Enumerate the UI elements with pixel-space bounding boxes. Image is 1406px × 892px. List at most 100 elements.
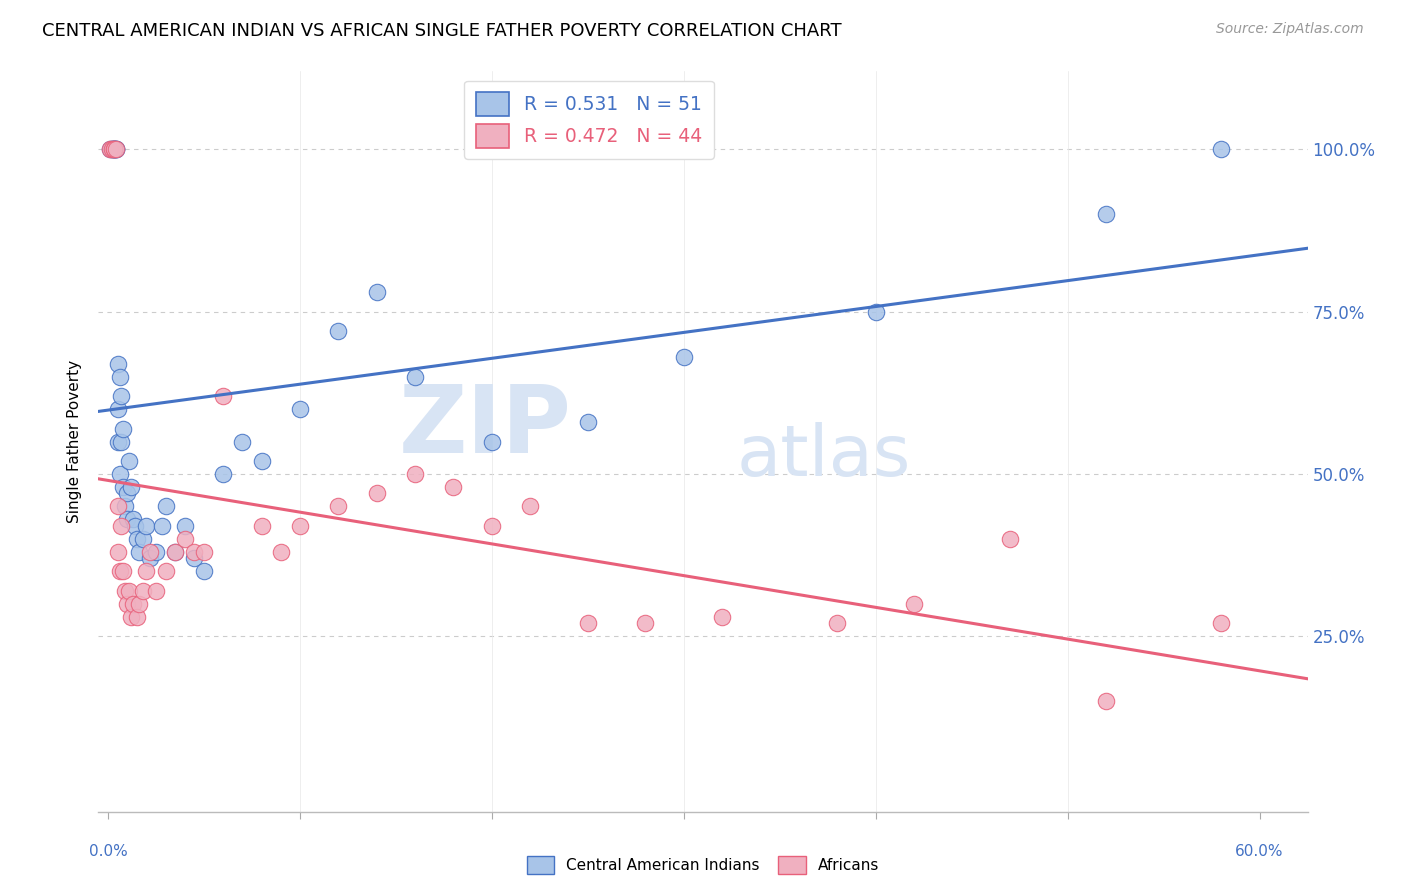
Point xyxy=(711,610,734,624)
Point xyxy=(576,415,599,429)
Point xyxy=(110,389,132,403)
Text: 60.0%: 60.0% xyxy=(1236,844,1284,859)
Text: CENTRAL AMERICAN INDIAN VS AFRICAN SINGLE FATHER POVERTY CORRELATION CHART: CENTRAL AMERICAN INDIAN VS AFRICAN SINGL… xyxy=(42,22,842,40)
Point xyxy=(404,467,426,481)
Point xyxy=(135,519,157,533)
Point xyxy=(131,583,153,598)
Point xyxy=(183,551,205,566)
Point xyxy=(193,545,215,559)
Point xyxy=(903,597,925,611)
Text: ZIP: ZIP xyxy=(399,381,572,473)
Point xyxy=(120,610,142,624)
Point xyxy=(231,434,253,449)
Text: 0.0%: 0.0% xyxy=(89,844,128,859)
Point xyxy=(827,616,849,631)
Point xyxy=(101,142,124,156)
Point xyxy=(122,512,145,526)
Point xyxy=(481,434,503,449)
Point xyxy=(125,532,148,546)
Point xyxy=(103,142,125,156)
Point xyxy=(145,583,167,598)
Point xyxy=(103,142,125,156)
Point xyxy=(128,597,150,611)
Point xyxy=(998,532,1021,546)
Point xyxy=(865,304,887,318)
Point xyxy=(110,519,132,533)
Point xyxy=(576,616,599,631)
Point xyxy=(112,421,135,435)
Point xyxy=(173,532,195,546)
Text: atlas: atlas xyxy=(737,422,911,491)
Point xyxy=(125,610,148,624)
Point xyxy=(112,565,135,579)
Point xyxy=(193,565,215,579)
Point xyxy=(128,545,150,559)
Legend: Central American Indians, Africans: Central American Indians, Africans xyxy=(520,850,886,880)
Point xyxy=(328,324,350,338)
Point xyxy=(124,519,146,533)
Point xyxy=(328,500,350,514)
Point xyxy=(101,142,124,156)
Point xyxy=(519,500,541,514)
Point xyxy=(131,532,153,546)
Point xyxy=(108,467,131,481)
Point xyxy=(1211,142,1233,156)
Point xyxy=(1211,616,1233,631)
Point xyxy=(1095,694,1118,708)
Point xyxy=(212,467,235,481)
Point xyxy=(98,142,121,156)
Point xyxy=(634,616,657,631)
Point xyxy=(135,565,157,579)
Point xyxy=(115,597,138,611)
Point xyxy=(173,519,195,533)
Point xyxy=(165,545,187,559)
Point xyxy=(107,500,129,514)
Point xyxy=(107,434,129,449)
Point xyxy=(118,583,141,598)
Point xyxy=(288,519,311,533)
Point xyxy=(366,486,388,500)
Point xyxy=(103,142,125,156)
Point xyxy=(120,480,142,494)
Point xyxy=(115,486,138,500)
Point xyxy=(481,519,503,533)
Point xyxy=(112,480,135,494)
Point xyxy=(250,454,273,468)
Point xyxy=(104,142,127,156)
Point xyxy=(270,545,292,559)
Point xyxy=(212,389,235,403)
Point xyxy=(101,142,124,156)
Point xyxy=(139,545,162,559)
Point xyxy=(122,597,145,611)
Point xyxy=(139,551,162,566)
Point xyxy=(155,565,177,579)
Point xyxy=(165,545,187,559)
Point xyxy=(115,512,138,526)
Point xyxy=(107,357,129,371)
Point xyxy=(366,285,388,300)
Point xyxy=(98,142,121,156)
Point xyxy=(250,519,273,533)
Point xyxy=(104,142,127,156)
Point xyxy=(118,454,141,468)
Point xyxy=(104,142,127,156)
Point xyxy=(155,500,177,514)
Point xyxy=(110,434,132,449)
Point xyxy=(443,480,465,494)
Point xyxy=(150,519,173,533)
Point xyxy=(288,402,311,417)
Point xyxy=(1095,207,1118,221)
Point xyxy=(114,583,136,598)
Point xyxy=(103,142,125,156)
Point xyxy=(107,402,129,417)
Point xyxy=(107,545,129,559)
Point xyxy=(404,369,426,384)
Point xyxy=(108,565,131,579)
Point xyxy=(672,350,695,364)
Point xyxy=(108,369,131,384)
Point xyxy=(183,545,205,559)
Point xyxy=(114,500,136,514)
Point xyxy=(104,142,127,156)
Text: Source: ZipAtlas.com: Source: ZipAtlas.com xyxy=(1216,22,1364,37)
Point xyxy=(103,142,125,156)
